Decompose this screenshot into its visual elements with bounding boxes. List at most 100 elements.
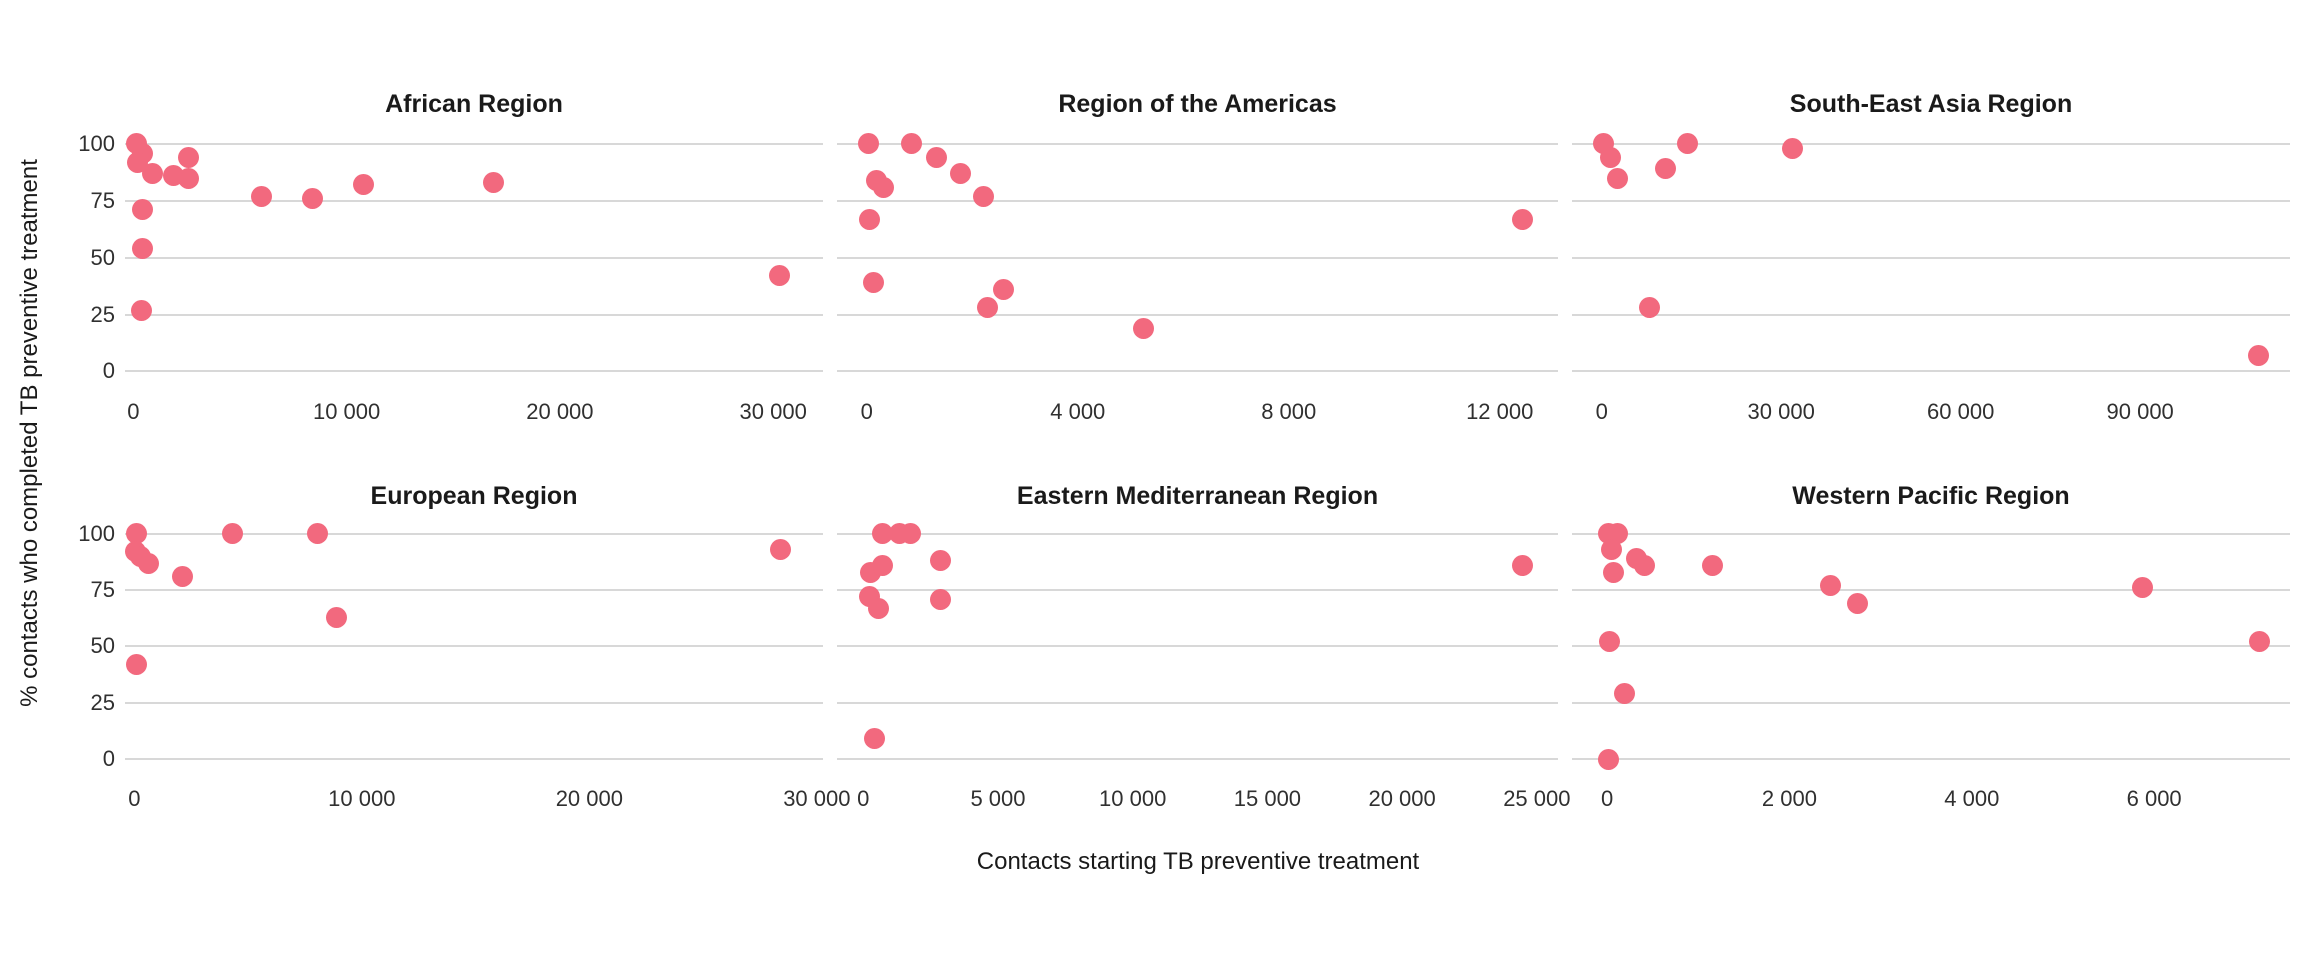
gridline-y0 [125,758,823,761]
data-point [977,297,999,319]
y-tick-label: 50 [90,633,115,659]
gridline-y50 [837,256,1558,259]
data-point [1702,554,1724,576]
data-point [126,654,148,675]
facet-title: Region of the Americas [1058,90,1337,118]
gridline-y100 [837,142,1558,145]
data-point [221,523,243,545]
y-tick-label: 0 [102,746,115,772]
data-point [859,208,881,230]
x-tick-label: 0 [857,786,870,811]
gridline-y50 [837,645,1558,648]
x-tick-label: 25 000 [1503,786,1571,811]
x-tick-label: 5 000 [970,786,1026,811]
data-point [872,176,894,198]
gridline-y25 [125,701,823,704]
x-tick-label: 0 [127,399,140,424]
gridline-y75 [837,199,1558,202]
data-point [132,238,154,260]
data-point [1606,523,1628,545]
data-point [306,523,328,545]
x-tick-label: 0 [128,786,141,811]
y-tick-label: 25 [90,301,115,327]
data-point [178,147,200,169]
x-tick-label: 4 000 [1050,399,1106,424]
gridline-y50 [1572,645,2290,648]
x-tick-label: 0 [860,399,873,424]
data-point [1676,133,1698,155]
gridline-y75 [1572,589,2290,592]
x-axis-title: Contacts starting TB preventive treatmen… [976,848,1420,875]
gridline-y25 [125,313,823,316]
facet-title: European Region [370,482,578,510]
data-point [1598,748,1620,770]
data-point [1638,297,1660,319]
data-point [1599,631,1621,653]
gridline-y100 [125,532,823,535]
data-point [1602,561,1624,583]
x-tick-label: 10 000 [312,399,381,424]
x-tick-label: 12 000 [1466,399,1534,424]
data-point [326,606,348,628]
x-tick-label: 20 000 [526,399,594,424]
data-point [862,272,884,294]
data-point [171,566,193,588]
data-point [1819,575,1841,597]
data-point [769,265,791,287]
data-point [863,728,885,750]
gridline-y100 [837,532,1558,535]
x-tick-label: 8 000 [1261,399,1317,424]
gridline-y0 [125,370,823,373]
gridline-y50 [125,256,823,259]
x-tick-label: 20 000 [1368,786,1436,811]
y-tick-label: 100 [78,130,115,156]
data-point [131,299,153,321]
facet-title: South-East Asia Region [1789,90,2073,118]
gridline-y100 [1572,142,2290,145]
y-tick-label: 25 [90,689,115,715]
gridline-y75 [1572,199,2290,202]
y-tick-label: 0 [102,358,115,384]
x-tick-label: 30 000 [739,399,807,424]
data-point [1654,158,1676,180]
data-point [1132,317,1154,339]
x-tick-label: 10 000 [328,786,396,811]
x-tick-label: 0 [1595,399,1608,424]
x-tick-label: 20 000 [555,786,623,811]
x-tick-label: 30 000 [1747,399,1815,424]
data-point [142,163,163,185]
gridline-y75 [837,589,1558,592]
data-point [929,588,951,610]
x-tick-label: 30 000 [783,786,851,811]
data-point [178,167,200,189]
data-point [993,279,1015,301]
gridline-y25 [1572,313,2290,316]
x-tick-label: 15 000 [1233,786,1302,811]
data-point [972,185,994,207]
gridline-y75 [125,199,823,202]
gridline-y25 [837,701,1558,704]
y-tick-label: 50 [90,244,115,270]
gridline-y50 [1572,256,2290,259]
data-point [2248,631,2270,653]
gridline-y0 [1572,758,2290,761]
data-point [1601,539,1623,561]
data-point [1847,593,1869,615]
data-point [1511,554,1533,576]
data-point [871,523,893,545]
gridline-y75 [125,589,823,592]
data-point [901,133,923,155]
y-tick-label: 100 [78,520,115,546]
x-tick-label: 0 [1600,786,1614,811]
data-point [125,523,147,545]
gridline-y100 [1572,532,2290,535]
gridline-y0 [1572,370,2290,373]
x-tick-label: 90 000 [2106,399,2174,424]
y-tick-label: 75 [90,187,115,213]
data-point [301,188,323,210]
data-point [900,523,922,545]
x-tick-label: 60 000 [1927,399,1995,424]
x-tick-label: 4 000 [1944,786,2000,811]
data-point [1613,683,1635,705]
